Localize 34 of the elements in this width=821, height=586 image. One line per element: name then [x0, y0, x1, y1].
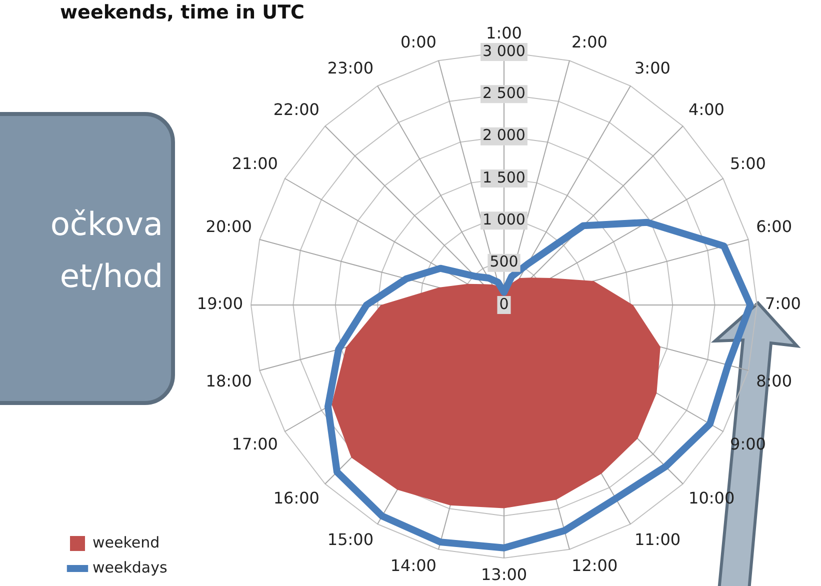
spoke-label: 18:00	[206, 371, 252, 390]
spoke-label: 7:00	[765, 294, 801, 314]
spoke-label: 14:00	[390, 556, 436, 575]
spoke-label: 16:00	[273, 488, 320, 508]
spoke-label: 1:00	[486, 24, 522, 43]
spoke-label: 20:00	[206, 217, 252, 236]
spoke-label: 2:00	[572, 32, 608, 52]
spoke-label: 22:00	[273, 100, 320, 119]
y-tick-label: 1 500	[482, 168, 526, 186]
y-tick-label: 0	[499, 294, 509, 313]
spoke-label: 13:00	[480, 564, 528, 584]
y-tick-label: 2 000	[482, 126, 526, 144]
spoke-label: 3:00	[634, 58, 670, 78]
legend-label: weekdays	[92, 558, 168, 576]
chart-title: weekends, time in UTC	[60, 1, 304, 24]
y-tick-label: 500	[490, 252, 518, 271]
spoke-label: 11:00	[634, 530, 681, 549]
y-tick-label: 3 000	[482, 42, 526, 60]
spoke-label: 21:00	[232, 154, 278, 174]
spoke-label: 15:00	[327, 530, 374, 549]
spoke-label: 19:00	[196, 294, 243, 314]
spoke-label: 9:00	[730, 434, 766, 454]
text: et/hod	[60, 257, 163, 295]
y-tick-label: 2 500	[482, 84, 526, 102]
spoke-label: 5:00	[730, 154, 766, 174]
spoke-label: 17:00	[232, 434, 278, 454]
legend-label: weekend	[92, 533, 160, 552]
y-tick-label: 1 000	[482, 210, 526, 229]
spoke-label: 6:00	[756, 217, 792, 236]
text: očkova	[50, 205, 163, 243]
spoke-label: 4:00	[688, 100, 724, 119]
spoke-label: 23:00	[327, 58, 374, 78]
spoke-label: 12:00	[572, 556, 618, 575]
spoke-label: 0:00	[400, 32, 436, 52]
